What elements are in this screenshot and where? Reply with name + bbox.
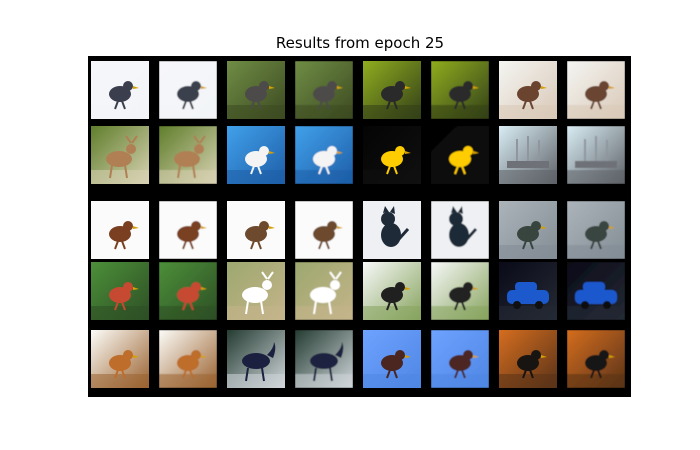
reconstructed-image-tile xyxy=(431,201,489,259)
reconstructed-image-tile xyxy=(567,126,625,184)
original-image-tile xyxy=(91,61,149,119)
reconstructed-image-tile xyxy=(295,201,353,259)
original-image-tile xyxy=(227,126,285,184)
original-image-tile xyxy=(363,61,421,119)
reconstructed-image-tile xyxy=(567,330,625,388)
reconstructed-image-tile xyxy=(295,61,353,119)
original-image-tile xyxy=(499,61,557,119)
original-image-tile xyxy=(499,330,557,388)
reconstructed-image-tile xyxy=(431,126,489,184)
reconstructed-image-tile xyxy=(295,126,353,184)
original-image-tile xyxy=(227,61,285,119)
original-image-tile xyxy=(363,262,421,320)
original-image-tile xyxy=(91,201,149,259)
reconstructed-image-tile xyxy=(567,201,625,259)
figure-title: Results from epoch 25 xyxy=(275,34,445,52)
reconstructed-image-tile xyxy=(431,61,489,119)
reconstructed-image-tile xyxy=(159,126,217,184)
original-image-tile xyxy=(499,201,557,259)
reconstructed-image-tile xyxy=(295,262,353,320)
reconstructed-image-tile xyxy=(431,330,489,388)
original-image-tile xyxy=(363,126,421,184)
original-image-tile xyxy=(91,330,149,388)
original-image-tile xyxy=(227,262,285,320)
reconstructed-image-tile xyxy=(159,330,217,388)
reconstructed-image-tile xyxy=(159,61,217,119)
original-image-tile xyxy=(227,330,285,388)
reconstructed-image-tile xyxy=(295,330,353,388)
image-grid-panel xyxy=(88,56,631,397)
original-image-tile xyxy=(91,126,149,184)
original-image-tile xyxy=(363,330,421,388)
reconstructed-image-tile xyxy=(159,262,217,320)
original-image-tile xyxy=(499,262,557,320)
original-image-tile xyxy=(91,262,149,320)
reconstructed-image-tile xyxy=(159,201,217,259)
original-image-tile xyxy=(499,126,557,184)
reconstructed-image-tile xyxy=(431,262,489,320)
reconstructed-image-tile xyxy=(567,262,625,320)
original-image-tile xyxy=(227,201,285,259)
reconstructed-image-tile xyxy=(567,61,625,119)
original-image-tile xyxy=(363,201,421,259)
